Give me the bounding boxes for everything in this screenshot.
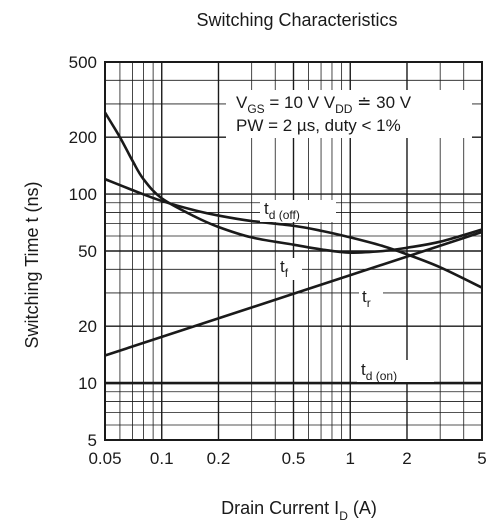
y-tick-label: 20 (78, 317, 97, 336)
y-tick-label: 10 (78, 374, 97, 393)
series-line-t-d-off (104, 177, 483, 289)
svg-text:td (off): td (off) (264, 199, 300, 222)
series-lines (103, 111, 483, 385)
label-tr: tr (359, 287, 383, 310)
x-tick-labels: 0.05 0.1 0.2 0.5 1 2 5 (88, 449, 486, 468)
x-axis-label: Drain Current ID (A) (221, 498, 377, 523)
series-line-t-r (104, 230, 483, 357)
x-tick-label: 0.05 (88, 449, 121, 468)
x-tick-label: 0.1 (150, 449, 174, 468)
svg-text:td (on): td (on) (361, 360, 397, 383)
y-tick-label: 5 (88, 431, 97, 450)
label-td-off: td (off) (260, 199, 336, 222)
y-tick-label: 100 (69, 185, 97, 204)
y-axis-label: Switching Time t (ns) (22, 181, 42, 348)
svg-text:tf: tf (280, 257, 289, 280)
y-tick-label: 50 (78, 242, 97, 261)
conditions-line-1: VGS = 10 V VDD ≐ 30 V (236, 93, 412, 116)
y-tick-labels: 5 10 20 50 100 200 500 (69, 53, 97, 450)
x-tick-label: 5 (477, 449, 486, 468)
svg-text:tr: tr (362, 287, 371, 310)
x-tick-label: 1 (346, 449, 355, 468)
label-tf: tf (276, 257, 302, 280)
conditions-line-2: PW = 2 µs, duty < 1% (236, 116, 401, 135)
conditions-box-background (226, 90, 472, 138)
plot-frame (104, 61, 483, 441)
chart-title: Switching Characteristics (196, 10, 397, 30)
y-tick-label: 500 (69, 53, 97, 72)
y-tick-label: 200 (69, 128, 97, 147)
label-td-on: td (on) (357, 360, 434, 383)
x-tick-label: 0.2 (207, 449, 231, 468)
series-line-t-f (103, 111, 483, 254)
x-tick-label: 2 (402, 449, 411, 468)
x-tick-label: 0.5 (282, 449, 306, 468)
